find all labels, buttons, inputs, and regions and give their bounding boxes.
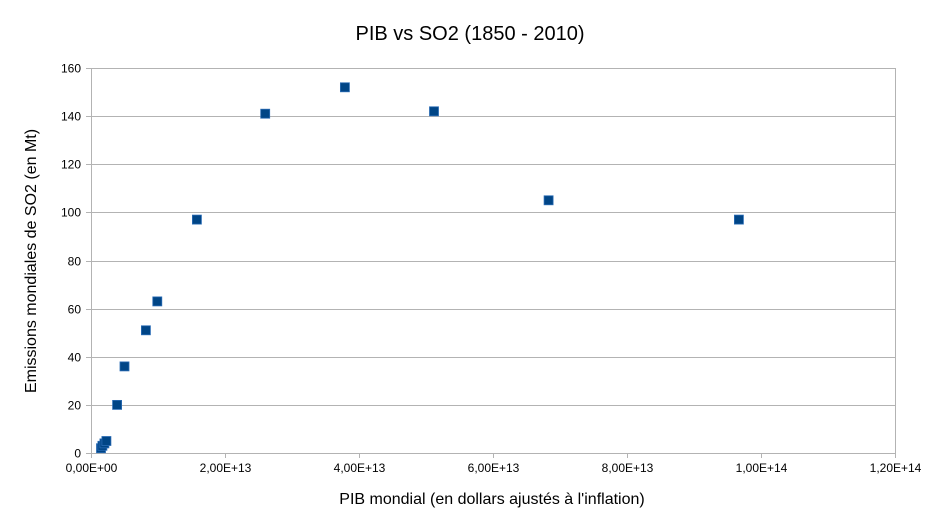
data-point [152,296,163,307]
data-point [140,325,151,336]
y-tick-label: 20 [68,399,82,413]
y-tick-label: 120 [61,158,81,172]
y-tick-label: 140 [61,110,81,124]
y-tick-label: 160 [61,62,81,76]
gridlines [86,68,895,454]
x-tick-labels: 0,00E+00 2,00E+13 4,00E+13 6,00E+13 8,00E+13… [66,461,922,475]
data-point [101,436,112,446]
x-tick-label: 8,00E+13 [602,461,654,475]
y-tick-label: 0 [74,447,81,461]
data-point [112,399,122,410]
data-point [429,106,439,117]
x-tick-label: 1,20E+14 [870,461,922,475]
y-tick-labels: 0 20 40 60 80 100 120 140 160 [61,62,81,461]
x-axis-label: PIB mondial (en dollars ajustés à l'infl… [339,491,644,508]
y-tick-label: 60 [68,303,82,317]
x-tick-label: 4,00E+13 [334,461,386,475]
data-point [734,214,744,225]
axes [91,68,896,458]
y-tick-label: 100 [61,206,81,220]
data-points [96,82,744,454]
y-axis-label: Emissions mondiales de SO2 (en Mt) [23,129,40,393]
chart-title: PIB vs SO2 (1850 - 2010) [355,23,584,45]
data-point [119,361,130,372]
x-tick-label: 6,00E+13 [468,461,520,475]
data-point [191,214,202,225]
y-tick-label: 40 [68,351,82,365]
x-tick-label: 2,00E+13 [200,461,252,475]
data-point [543,195,554,206]
y-tick-label: 80 [68,255,82,269]
data-point [260,108,271,119]
data-point [339,82,350,93]
x-tick-label: 0,00E+00 [66,461,118,475]
x-tick-label: 1,00E+14 [736,461,788,475]
